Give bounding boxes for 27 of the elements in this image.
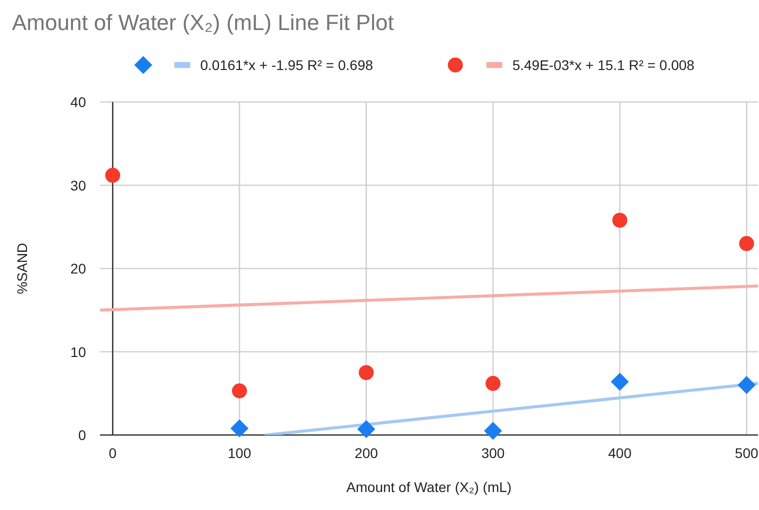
x-tick-label: 200 — [354, 445, 378, 461]
legend-label: 0.0161*x + -1.95 R² = 0.698 — [200, 57, 374, 73]
point — [484, 422, 502, 440]
x-tick-label: 100 — [228, 445, 252, 461]
point — [739, 236, 754, 252]
x-axis-title: Amount of Water (X₂) (mL) — [346, 479, 512, 495]
point — [357, 420, 376, 438]
point — [230, 419, 248, 438]
chart-title: Amount of Water (X₂) (mL) Line Fit Plot — [12, 10, 394, 35]
point — [610, 372, 629, 391]
point — [358, 365, 374, 380]
y-tick-label: 10 — [70, 344, 86, 360]
point — [105, 168, 120, 183]
point — [486, 376, 501, 391]
y-tick-label: 40 — [70, 94, 86, 110]
x-tick-label: 0 — [108, 445, 117, 461]
x-tick-label: 400 — [608, 445, 632, 461]
point — [612, 212, 628, 228]
y-axis-title: %SAND — [14, 242, 30, 294]
y-tick-label: 20 — [70, 260, 86, 276]
y-tick-label: 30 — [70, 177, 86, 194]
legend-label: 5.49E-03*x + 15.1 R² = 0.008 — [512, 57, 695, 73]
x-tick-label: 300 — [481, 445, 505, 461]
point — [232, 383, 247, 398]
x-tick-label: 500 — [734, 445, 758, 461]
y-tick-label: 0 — [78, 427, 86, 443]
point — [738, 376, 756, 394]
